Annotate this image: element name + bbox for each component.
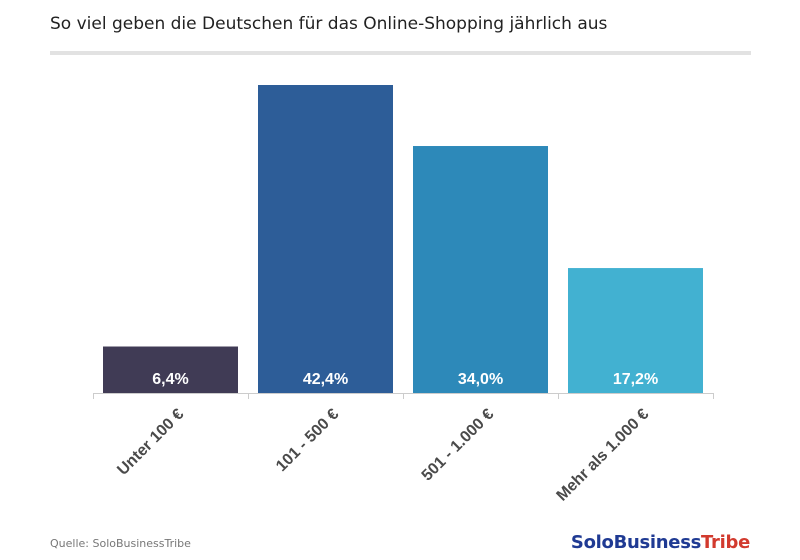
x-tick-label: Unter 100 € [114,406,187,479]
bar[interactable] [258,85,393,393]
value-labels-group: 6,4% 42,4% 34,0% 17,2% [152,371,658,388]
x-axis [93,393,714,399]
brand-logo-part1: SoloBusiness [570,532,702,553]
bar[interactable] [568,268,703,393]
bar-chart: 6,4% 42,4% 34,0% 17,2% Unter 100 € 101 - 500… [93,85,714,505]
brand-logo[interactable]: SoloBusinessTribe [571,532,750,553]
bar[interactable] [413,146,548,393]
x-tick-label: 101 - 500 € [273,406,342,475]
bar-value-label: 34,0% [458,371,503,388]
bar-value-label: 42,4% [303,371,348,388]
x-tick-labels-group: Unter 100 € 101 - 500 € 501 - 1.000 € Mehr … [114,406,652,505]
x-tick-label: Mehr als 1.000 € [554,406,653,505]
bars-group [103,85,703,393]
x-tick-label: 501 - 1.000 € [419,406,498,485]
title-divider [50,51,751,55]
brand-logo-part2: Tribe [701,532,750,553]
bar[interactable] [103,346,238,393]
source-note: Quelle: SoloBusinessTribe [50,537,191,550]
bar-value-label: 17,2% [613,371,658,388]
chart-title: So viel geben die Deutschen für das Onli… [50,14,608,34]
bar-value-label: 6,4% [152,371,188,388]
